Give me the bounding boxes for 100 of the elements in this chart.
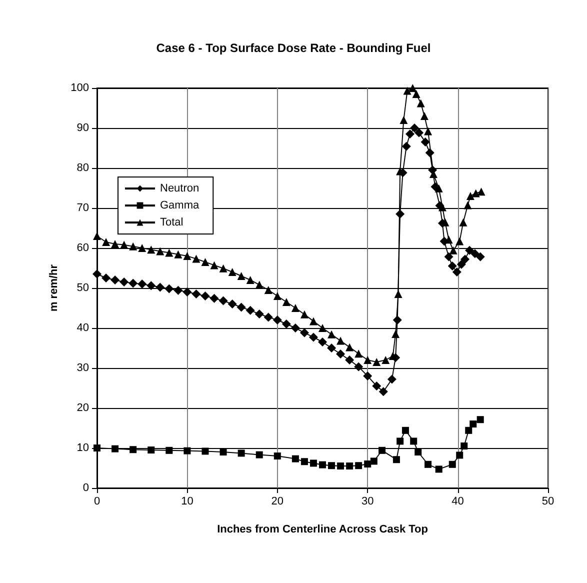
point	[210, 294, 219, 303]
point	[93, 232, 101, 240]
point	[378, 387, 388, 396]
point	[264, 286, 272, 294]
point	[102, 238, 110, 246]
point	[112, 445, 119, 452]
point	[219, 264, 228, 272]
point	[146, 281, 156, 290]
point	[300, 458, 308, 466]
point	[246, 276, 254, 284]
point	[218, 296, 228, 306]
point	[237, 272, 246, 280]
point	[228, 268, 236, 276]
y-tick-label: 100	[70, 82, 89, 94]
point	[456, 237, 464, 246]
point	[354, 362, 364, 372]
point	[290, 324, 300, 332]
point	[120, 240, 128, 249]
point	[460, 442, 468, 450]
point	[396, 210, 405, 218]
point	[308, 332, 318, 342]
point	[164, 284, 174, 294]
point	[92, 270, 102, 278]
point	[220, 448, 227, 456]
point	[420, 138, 430, 146]
point	[256, 451, 263, 458]
point	[165, 248, 174, 257]
point	[424, 460, 432, 468]
point	[378, 446, 386, 454]
point	[300, 310, 308, 318]
point	[166, 446, 173, 454]
point	[465, 426, 472, 434]
y-tick-label: 80	[76, 162, 89, 174]
y-tick-label: 20	[76, 402, 89, 414]
point	[147, 246, 156, 254]
point	[449, 246, 458, 254]
chart-title: Case 6 - Top Surface Dose Rate - Bounding Fuel	[156, 41, 431, 55]
point	[138, 244, 146, 252]
y-tick-label: 60	[76, 242, 89, 254]
point	[464, 201, 472, 210]
point	[156, 247, 164, 256]
x-tick-label: 0	[94, 496, 100, 508]
x-tick-label: 10	[181, 496, 194, 508]
point	[444, 252, 454, 262]
point	[254, 310, 264, 318]
point	[201, 258, 210, 266]
point	[130, 446, 137, 454]
point	[394, 290, 402, 298]
point	[282, 320, 291, 328]
point	[364, 356, 372, 364]
point	[184, 447, 191, 454]
x-tick-label: 20	[271, 496, 284, 508]
point	[434, 184, 443, 192]
y-tick-label: 70	[76, 202, 89, 214]
point	[414, 448, 422, 456]
point	[236, 302, 246, 312]
point	[465, 246, 474, 255]
point	[405, 130, 414, 138]
point	[182, 288, 192, 296]
point	[310, 460, 317, 467]
point	[128, 278, 138, 288]
point	[129, 242, 138, 250]
point	[291, 304, 300, 312]
point	[424, 127, 432, 136]
point	[392, 316, 402, 324]
point	[174, 286, 183, 295]
point	[470, 420, 477, 428]
point	[282, 298, 290, 306]
point	[410, 124, 420, 132]
point	[300, 328, 309, 338]
point	[364, 460, 372, 468]
legend-label: Neutron	[160, 182, 200, 194]
point	[138, 280, 147, 288]
legend-label: Gamma	[160, 200, 200, 212]
legend-label: Total	[160, 216, 184, 228]
x-tick-label: 40	[452, 496, 464, 508]
point	[309, 317, 318, 326]
point	[425, 148, 434, 158]
point	[477, 188, 486, 196]
point	[420, 112, 428, 120]
point	[452, 268, 462, 276]
point	[382, 356, 390, 364]
point	[336, 336, 345, 345]
point	[412, 90, 420, 98]
y-tick-label: 90	[76, 122, 89, 134]
point	[402, 142, 411, 151]
point	[328, 330, 336, 338]
point	[148, 446, 155, 454]
point	[318, 324, 326, 332]
point	[238, 450, 245, 457]
point	[363, 372, 372, 380]
y-tick-label: 30	[76, 362, 89, 374]
point	[255, 280, 264, 289]
point	[459, 218, 468, 226]
point	[456, 260, 466, 269]
x-tick-label: 30	[361, 496, 374, 508]
point	[345, 356, 354, 364]
point	[120, 278, 129, 286]
point	[200, 292, 210, 300]
point	[210, 261, 218, 270]
